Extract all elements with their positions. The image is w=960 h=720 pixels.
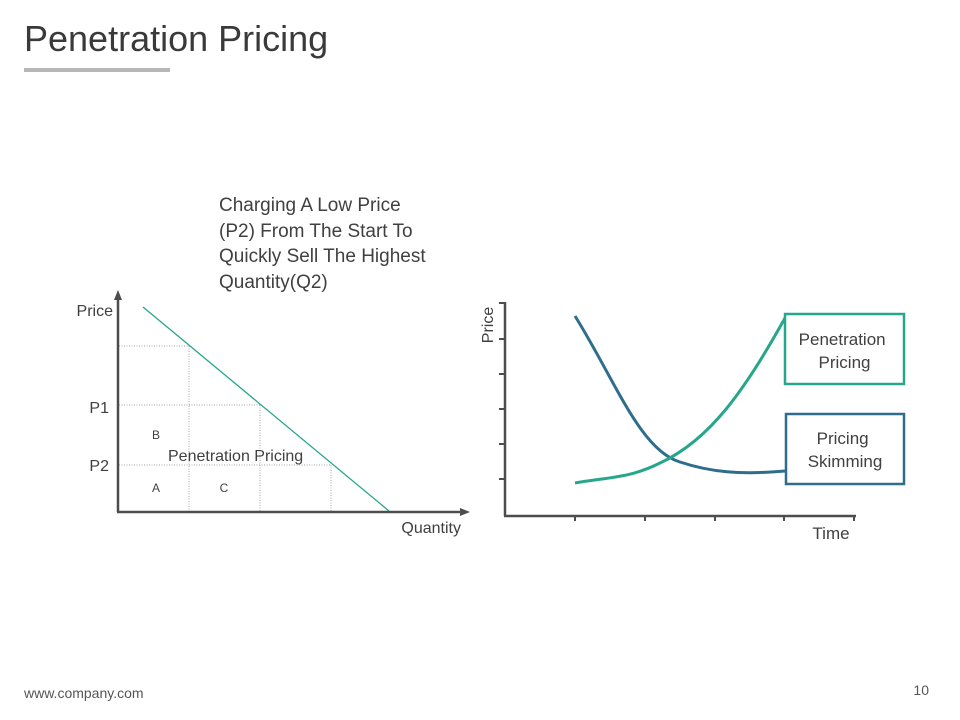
right-y-axis-label: Price xyxy=(480,307,497,344)
right-y-ticks xyxy=(499,302,505,480)
penetration-legend-line1: Penetration xyxy=(799,330,886,349)
grid-lines xyxy=(119,345,332,511)
right-x-ticks xyxy=(574,516,855,521)
skimming-curve xyxy=(573,315,786,475)
p1-label: P1 xyxy=(89,400,109,417)
region-a-label: A xyxy=(152,481,160,495)
left-x-arrowhead xyxy=(460,508,470,516)
penetration-legend-box xyxy=(783,312,906,386)
penetration-area-label: Penetration Pricing xyxy=(168,448,303,465)
penetration-curve xyxy=(574,317,787,485)
skimming-legend-line1: Pricing xyxy=(817,429,869,448)
skimming-legend-box xyxy=(784,412,906,486)
penetration-legend-text: Penetration Pricing xyxy=(799,330,891,372)
left-y-arrowhead xyxy=(114,290,122,300)
left-y-axis-label: Price xyxy=(77,303,114,320)
left-x-axis-label: Quantity xyxy=(401,520,461,537)
skimming-legend-line2: Skimming xyxy=(808,452,883,471)
left-axes xyxy=(116,296,463,514)
right-axes xyxy=(503,302,856,518)
description-text: Charging A Low Price (P2) From The Start… xyxy=(219,195,426,293)
p2-label: P2 xyxy=(89,458,109,475)
penetration-legend-line2: Pricing xyxy=(819,353,871,372)
footer-url[interactable]: www.company.com xyxy=(24,685,144,701)
region-c-label: C xyxy=(220,481,229,495)
page-number: 10 xyxy=(913,682,929,698)
right-x-axis-label: Time xyxy=(812,524,849,543)
region-b-label: B xyxy=(152,428,160,442)
demand-curve-diagram: Price Quantity P1 P2 B A C Penetration P… xyxy=(77,290,470,537)
title-underline xyxy=(24,68,170,72)
skimming-legend-text: Pricing Skimming xyxy=(808,429,883,471)
page-title: Penetration Pricing xyxy=(24,18,329,59)
demand-line xyxy=(142,306,390,512)
